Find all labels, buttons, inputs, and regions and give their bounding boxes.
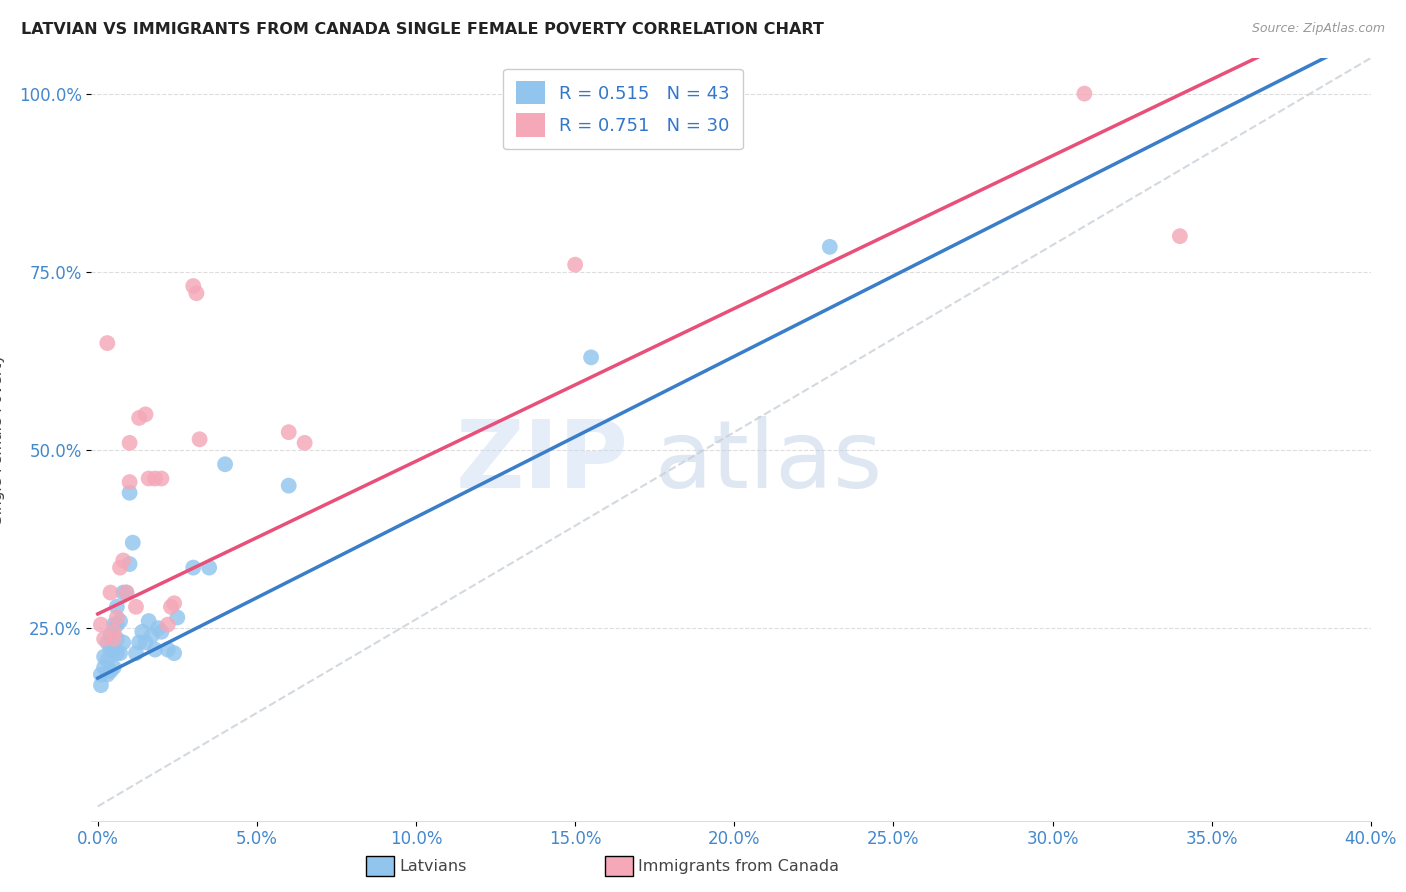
Point [141, 628, 163, 642]
Point [160, 599, 183, 614]
Point [579, 351, 602, 365]
Point [143, 642, 166, 657]
Y-axis label: Single Female Poverty: Single Female Poverty [0, 354, 4, 524]
Point [105, 632, 128, 646]
Point [96, 667, 118, 681]
Point [90, 617, 112, 632]
Point [112, 635, 135, 649]
Point [115, 585, 138, 599]
Point [131, 624, 153, 639]
Point [96, 653, 118, 667]
Point [163, 596, 186, 610]
Point [198, 560, 221, 574]
Point [138, 614, 160, 628]
Text: Latvians: Latvians [399, 859, 467, 873]
Point [100, 642, 122, 657]
Point [134, 408, 156, 422]
Point [163, 646, 186, 660]
Point [125, 599, 148, 614]
Point [103, 617, 125, 632]
Point [103, 632, 125, 646]
Point [143, 471, 166, 485]
Point [818, 240, 841, 254]
Point [100, 664, 122, 678]
Point [105, 617, 128, 632]
Point [128, 411, 150, 425]
Point [100, 585, 122, 599]
Point [105, 599, 128, 614]
Point [150, 624, 173, 639]
Point [105, 610, 128, 624]
Point [188, 433, 211, 447]
Point [186, 286, 208, 301]
Point [108, 646, 131, 660]
Point [105, 646, 128, 660]
Point [93, 660, 115, 674]
Point [156, 617, 179, 632]
Point [121, 535, 143, 549]
Point [108, 614, 131, 628]
Point [128, 635, 150, 649]
Legend: R = 0.515   N = 43, R = 0.751   N = 30: R = 0.515 N = 43, R = 0.751 N = 30 [503, 69, 742, 149]
Point [134, 635, 156, 649]
Point [1073, 87, 1095, 101]
Point [118, 485, 141, 500]
Point [93, 649, 115, 664]
Point [103, 660, 125, 674]
Point [112, 553, 135, 567]
Text: ZIP: ZIP [456, 417, 628, 508]
Point [156, 642, 179, 657]
Point [118, 435, 141, 450]
Text: Source: ZipAtlas.com: Source: ZipAtlas.com [1251, 22, 1385, 36]
Point [103, 624, 125, 639]
Point [181, 560, 204, 574]
Text: LATVIAN VS IMMIGRANTS FROM CANADA SINGLE FEMALE POVERTY CORRELATION CHART: LATVIAN VS IMMIGRANTS FROM CANADA SINGLE… [21, 22, 824, 37]
Point [150, 471, 173, 485]
Point [118, 475, 141, 489]
Point [294, 435, 316, 450]
Point [1168, 229, 1191, 244]
Text: atlas: atlas [654, 417, 883, 508]
Point [90, 667, 112, 681]
Point [148, 621, 170, 635]
Point [118, 557, 141, 571]
Point [277, 425, 299, 440]
Point [181, 279, 204, 293]
Point [112, 585, 135, 599]
Point [115, 585, 138, 599]
Point [214, 457, 236, 471]
Point [564, 258, 586, 272]
Point [108, 560, 131, 574]
Point [96, 635, 118, 649]
Point [96, 336, 118, 351]
Point [93, 632, 115, 646]
Point [166, 610, 188, 624]
Point [138, 471, 160, 485]
Point [100, 628, 122, 642]
Point [277, 478, 299, 492]
Point [103, 642, 125, 657]
Point [579, 87, 602, 101]
Point [125, 646, 148, 660]
Point [90, 678, 112, 692]
Text: Immigrants from Canada: Immigrants from Canada [638, 859, 839, 873]
